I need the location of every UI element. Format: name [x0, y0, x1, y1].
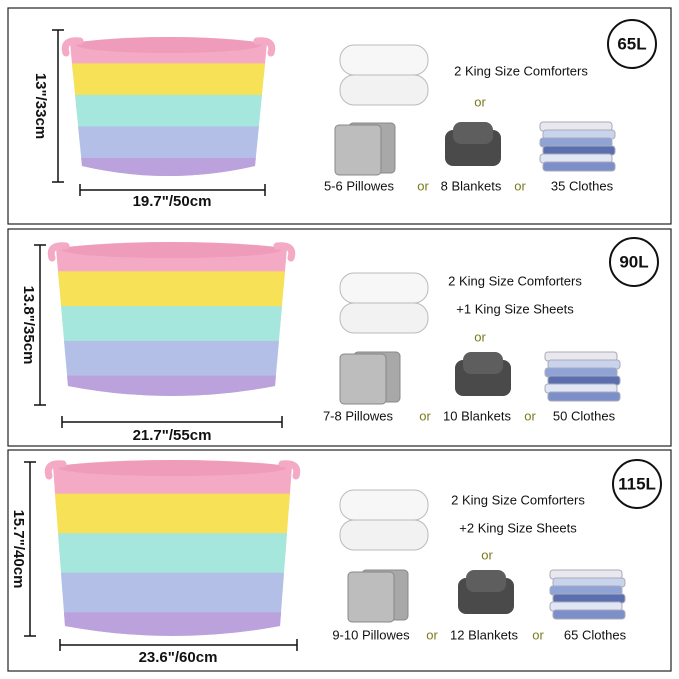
basket [70, 37, 267, 176]
comforter-icon [339, 272, 429, 304]
height-label: 15.7"/40cm [10, 510, 27, 589]
capacity-label: 90L [619, 252, 648, 271]
panel-border [7, 7, 672, 225]
item-label: 65 Clothes [564, 627, 627, 642]
clothes-icon [552, 609, 626, 620]
pillow-icon [347, 571, 395, 623]
capacity-label: 65L [617, 34, 646, 53]
capacity-label: 115L [618, 474, 656, 493]
fits-line: 2 King Size Comforters [454, 63, 588, 78]
or-label: or [417, 178, 429, 193]
basket [56, 242, 287, 396]
or-label: or [524, 408, 536, 423]
basket-stripe [53, 612, 292, 636]
or-label: or [532, 627, 544, 642]
or-label: or [474, 329, 486, 344]
panel-border [7, 449, 672, 672]
item-label: 12 Blankets [450, 627, 518, 642]
item-label: 5-6 Pillowes [324, 178, 395, 193]
basket-rim [59, 460, 286, 476]
fits-line: +1 King Size Sheets [456, 301, 574, 316]
item-label: 8 Blankets [441, 178, 502, 193]
fits-line: 2 King Size Comforters [448, 273, 582, 288]
capacity-badge [609, 237, 659, 287]
comforter-icon [339, 74, 429, 106]
width-label: 21.7"/55cm [133, 427, 212, 444]
item-label: 50 Clothes [553, 408, 616, 423]
comforter-icon [339, 44, 429, 76]
item-label: 10 Blankets [443, 408, 511, 423]
item-label: 35 Clothes [551, 178, 614, 193]
height-label: 13.8"/35cm [20, 286, 37, 365]
pillow-icon [334, 124, 382, 176]
item-label: 7-8 Pillowes [323, 408, 394, 423]
or-label: or [481, 547, 493, 562]
panel-border [7, 228, 672, 447]
width-label: 19.7"/50cm [133, 193, 212, 210]
height-label: 13"/33cm [32, 73, 49, 139]
comforter-icon [339, 489, 429, 521]
basket-handle [44, 460, 67, 480]
basket-handle [253, 37, 276, 57]
basket-handle [47, 242, 70, 262]
fits-line: 2 King Size Comforters [451, 492, 585, 507]
clothes-icon [542, 161, 616, 172]
capacity-badge [612, 459, 662, 509]
basket-rim [76, 37, 261, 53]
clothes-icon [547, 391, 621, 402]
basket-handle [278, 460, 301, 480]
or-label: or [426, 627, 438, 642]
or-label: or [474, 94, 486, 109]
capacity-badge [607, 19, 657, 69]
item-label: 9-10 Pillowes [332, 627, 410, 642]
blanket-icon [463, 352, 503, 374]
blanket-icon [453, 122, 493, 144]
or-label: or [514, 178, 526, 193]
fits-line: +2 King Size Sheets [459, 520, 577, 535]
basket-rim [62, 242, 281, 258]
blanket-icon [466, 570, 506, 592]
basket-stripe [70, 157, 267, 176]
comforter-icon [339, 519, 429, 551]
basket-handle [61, 37, 84, 57]
pillow-icon [339, 353, 387, 405]
basket-stripe [56, 375, 287, 396]
or-label: or [419, 408, 431, 423]
width-label: 23.6"/60cm [139, 649, 218, 666]
basket-handle [273, 242, 296, 262]
comforter-icon [339, 302, 429, 334]
basket [53, 460, 292, 636]
